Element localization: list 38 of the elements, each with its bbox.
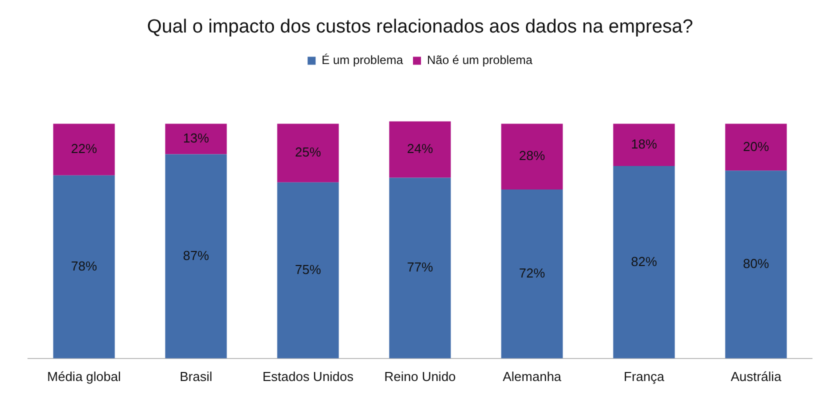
x-tick-label: Estados Unidos [262, 368, 354, 384]
data-label: 25% [294, 144, 322, 160]
data-label: 75% [294, 262, 322, 277]
bar [277, 182, 339, 358]
x-tick-label: Média global [47, 368, 121, 384]
bar [389, 121, 451, 178]
bar [501, 189, 563, 358]
data-label: 87% [182, 248, 210, 263]
data-label: 22% [70, 141, 98, 156]
legend-label: Não é um problema [426, 53, 533, 68]
bar [53, 124, 115, 176]
bar [389, 178, 451, 358]
data-label: 18% [630, 136, 658, 152]
data-label: 77% [406, 260, 434, 275]
data-label: 72% [518, 266, 546, 280]
data-label: 13% [182, 130, 210, 146]
data-label: 78% [70, 258, 98, 274]
legend-label: É um problema [322, 53, 404, 68]
bar [613, 166, 675, 358]
bar [165, 154, 227, 358]
x-tick-label: Reino Unido [384, 368, 456, 384]
x-tick-label: França [624, 368, 665, 384]
bar [501, 124, 563, 190]
x-tick-label: Alemanha [502, 368, 562, 384]
data-label: 28% [518, 148, 546, 164]
bar [613, 124, 675, 166]
bar [725, 124, 787, 171]
bar [725, 170, 787, 358]
bar [53, 175, 115, 358]
data-label: 82% [630, 254, 658, 269]
x-tick-label: Austrália [730, 368, 782, 384]
data-label: 24% [406, 141, 434, 156]
chart-title: Qual o impacto dos custos relacionados aos dados na empresa? [146, 16, 694, 38]
data-label: 20% [742, 138, 770, 154]
bar [277, 124, 339, 182]
x-tick-label: Brasil [180, 368, 212, 384]
data-label: 80% [742, 256, 770, 272]
bar [165, 124, 227, 154]
